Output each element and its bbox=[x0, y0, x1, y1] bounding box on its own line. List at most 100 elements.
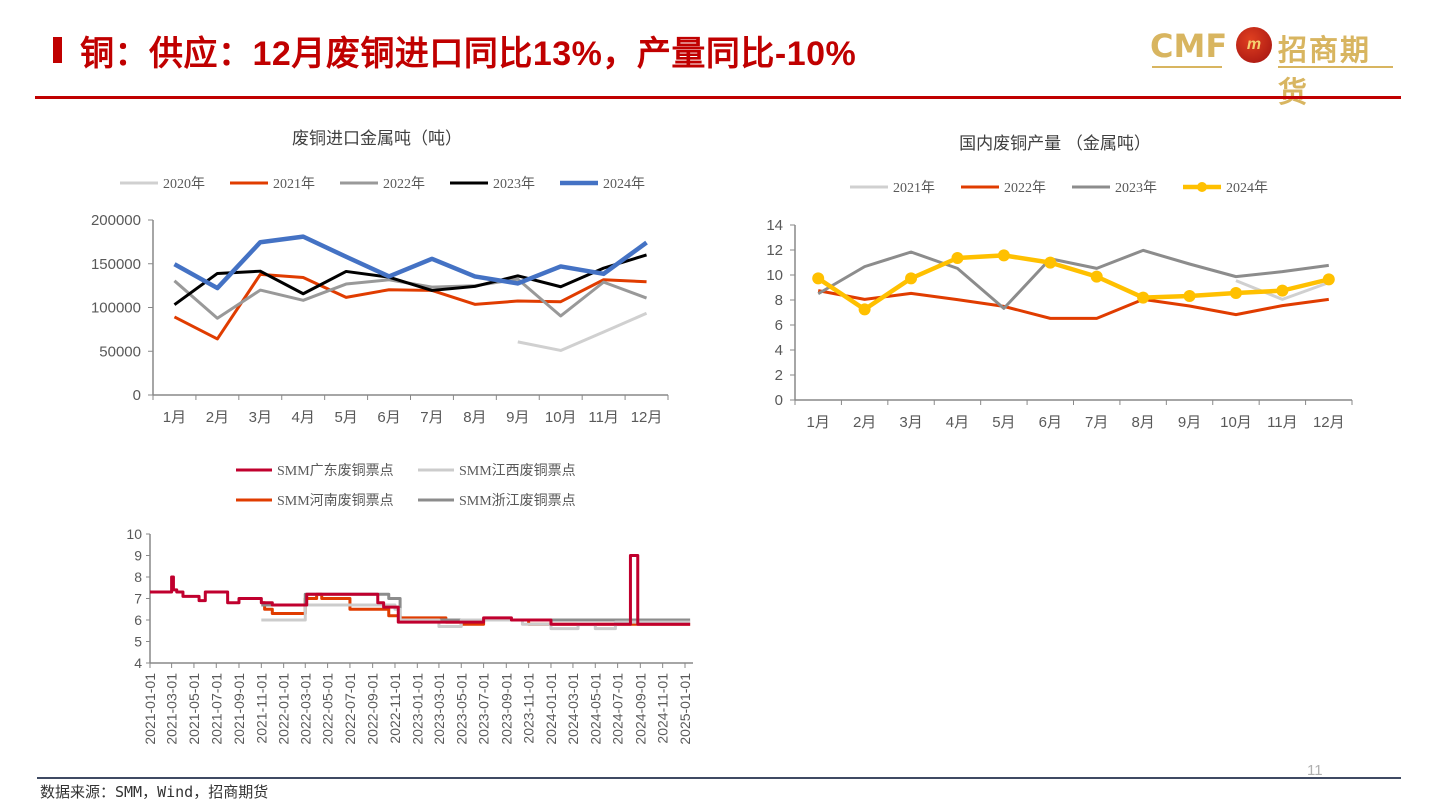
x-tick-label: 2022-05-01 bbox=[320, 673, 336, 745]
x-tick-label: 2021-01-01 bbox=[142, 673, 158, 745]
chart1-title: 废铜进口金属吨（吨） bbox=[292, 129, 462, 148]
data-point bbox=[997, 249, 1010, 262]
y-tick-label: 100000 bbox=[91, 300, 141, 317]
y-tick-label: 8 bbox=[134, 569, 142, 585]
legend-label: 2023年 bbox=[1115, 180, 1157, 196]
x-tick-label: 8月 bbox=[463, 409, 486, 426]
x-tick-label: 2月 bbox=[853, 414, 876, 431]
legend-label: 2022年 bbox=[1004, 180, 1046, 196]
x-tick-label: 3月 bbox=[899, 414, 922, 431]
x-tick-label: 6月 bbox=[377, 409, 400, 426]
title-accent-bar bbox=[53, 37, 62, 63]
chart3-discount: 4 5 6 7 8 9 10 2021-01-01 2021-03-01 2021-05-01 20… bbox=[126, 463, 693, 745]
x-tick-label: 1月 bbox=[163, 409, 186, 426]
x-tick-label: 2021-05-01 bbox=[186, 673, 202, 745]
x-tick-label: 9月 bbox=[506, 409, 529, 426]
legend-label: SMM广东废铜票点 bbox=[277, 463, 394, 479]
series-line-2023年 bbox=[173, 253, 647, 306]
x-tick-label: 11月 bbox=[588, 409, 619, 426]
x-tick-label: 2023-07-01 bbox=[476, 673, 492, 745]
y-tick-label: 10 bbox=[126, 526, 142, 542]
x-tick-label: 8月 bbox=[1131, 414, 1154, 431]
data-point bbox=[1276, 284, 1289, 297]
x-tick-label: 2023-09-01 bbox=[498, 673, 514, 745]
chart1-import: 0 50000 100000 150000 200000 1月 2月 3月 4月 5月 6月 7月 8月… bbox=[91, 176, 669, 426]
chart2-title: 国内废铜产量 （金属吨） bbox=[959, 134, 1151, 153]
y-tick-label: 4 bbox=[134, 655, 142, 671]
cmf-logo: CMF m 招商期货 bbox=[1150, 25, 1395, 109]
series-line-2021年 bbox=[1235, 279, 1330, 301]
y-tick-label: 4 bbox=[775, 342, 783, 359]
x-tick-label: 2023-03-01 bbox=[431, 673, 447, 745]
legend-label: 2021年 bbox=[893, 180, 935, 196]
legend-label: SMM江西废铜票点 bbox=[459, 463, 576, 479]
x-tick-label: 2024-03-01 bbox=[565, 673, 581, 745]
series-line-SMM广东废铜票点 bbox=[150, 554, 691, 626]
x-tick-label: 2024-05-01 bbox=[587, 673, 603, 745]
x-tick-label: 2021-11-01 bbox=[253, 673, 269, 744]
x-tick-label: 7月 bbox=[1085, 414, 1108, 431]
data-point bbox=[951, 252, 964, 264]
legend-marker bbox=[1197, 182, 1207, 192]
x-tick-label: 2022-07-01 bbox=[342, 673, 358, 745]
y-tick-label: 0 bbox=[133, 387, 141, 404]
x-tick-label: 2024-01-01 bbox=[543, 673, 559, 745]
x-tick-label: 2022-01-01 bbox=[276, 673, 292, 745]
y-tick-label: 5 bbox=[134, 634, 142, 650]
chart2-production: 0 2 4 6 8 10 12 14 1月 2月 3月 4月 5月 6月 7月 8月 9月 10月 11月 12月 20… bbox=[766, 180, 1353, 431]
y-tick-label: 10 bbox=[766, 267, 783, 284]
x-tick-label: 10月 bbox=[545, 409, 577, 426]
x-tick-label: 9月 bbox=[1178, 414, 1201, 431]
x-tick-label: 2024-11-01 bbox=[655, 673, 671, 744]
data-point bbox=[905, 272, 918, 285]
x-tick-label: 3月 bbox=[249, 409, 272, 426]
x-tick-label: 2022-03-01 bbox=[297, 673, 313, 745]
y-tick-label: 0 bbox=[775, 392, 783, 409]
logo-underline bbox=[1152, 66, 1222, 68]
header-divider bbox=[35, 96, 1401, 99]
legend-label: 2024年 bbox=[1226, 180, 1268, 196]
x-tick-label: 2022-09-01 bbox=[365, 673, 381, 745]
x-tick-label: 2024-07-01 bbox=[610, 673, 626, 745]
data-point bbox=[1090, 270, 1103, 283]
logo-badge-icon: m bbox=[1236, 27, 1272, 63]
y-tick-label: 6 bbox=[134, 612, 142, 628]
legend-label: 2021年 bbox=[273, 176, 315, 192]
series-line-2023年 bbox=[817, 248, 1329, 310]
y-tick-label: 2 bbox=[775, 367, 783, 384]
x-tick-label: 2021-07-01 bbox=[208, 673, 224, 745]
series-line-2024年 bbox=[816, 253, 1330, 312]
logo-underline bbox=[1278, 66, 1393, 68]
legend-label: SMM河南废铜票点 bbox=[277, 493, 394, 509]
legend-label: 2020年 bbox=[163, 176, 205, 192]
x-tick-label: 6月 bbox=[1039, 414, 1062, 431]
x-tick-label: 2023-11-01 bbox=[521, 673, 537, 744]
data-source: 数据来源：SMM，Wind，招商期货 bbox=[40, 783, 269, 801]
y-tick-label: 50000 bbox=[99, 343, 141, 360]
y-tick-label: 14 bbox=[766, 217, 783, 234]
x-tick-label: 2021-09-01 bbox=[231, 673, 247, 745]
x-tick-label: 7月 bbox=[420, 409, 443, 426]
x-tick-label: 2024-09-01 bbox=[632, 673, 648, 745]
series-line-2024年 bbox=[173, 234, 648, 291]
x-tick-label: 2月 bbox=[206, 409, 229, 426]
legend-label: SMM浙江废铜票点 bbox=[459, 493, 576, 509]
x-tick-label: 10月 bbox=[1220, 414, 1252, 431]
x-tick-label: 12月 bbox=[1313, 414, 1345, 431]
x-tick-label: 5月 bbox=[334, 409, 357, 426]
y-tick-label: 200000 bbox=[91, 212, 141, 229]
y-tick-label: 150000 bbox=[91, 256, 141, 273]
y-tick-label: 7 bbox=[134, 591, 142, 607]
legend-label: 2023年 bbox=[493, 176, 535, 192]
x-tick-label: 2025-01-01 bbox=[677, 673, 693, 745]
x-tick-label: 5月 bbox=[992, 414, 1015, 431]
y-tick-label: 9 bbox=[134, 548, 142, 564]
y-tick-label: 8 bbox=[775, 292, 783, 309]
series-line-2020年 bbox=[517, 311, 648, 352]
y-tick-label: 6 bbox=[775, 317, 783, 334]
x-tick-label: 4月 bbox=[946, 414, 969, 431]
logo-latin: CMF bbox=[1150, 27, 1228, 65]
legend-label: 2024年 bbox=[603, 176, 645, 192]
x-tick-label: 2022-11-01 bbox=[387, 673, 403, 744]
